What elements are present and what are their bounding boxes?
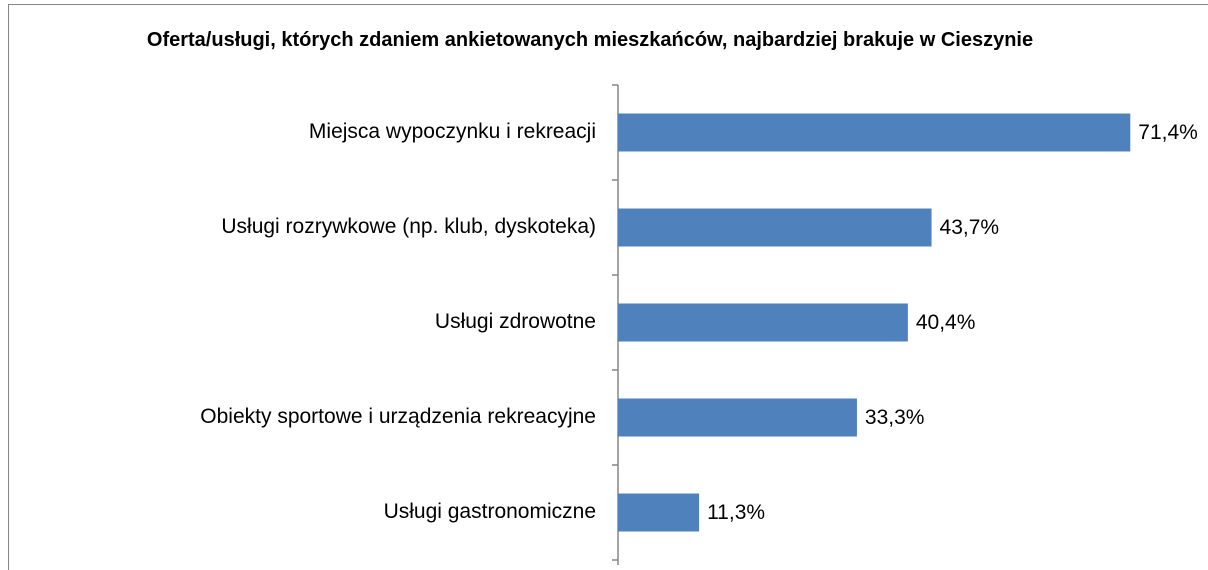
value-label: 43,7%: [940, 216, 1000, 239]
bar: [618, 113, 1131, 152]
bar: [618, 208, 932, 247]
frame: [8, 4, 1208, 570]
category-label: Usługi zdrowotne: [435, 310, 596, 333]
category-label: Usługi gastronomiczne: [384, 500, 596, 523]
bar: [618, 398, 857, 437]
value-label: 71,4%: [1138, 121, 1198, 144]
category-label: Obiekty sportowe i urządzenia rekreacyjn…: [200, 405, 596, 428]
chart-title: Oferta/usługi, których zdaniem ankietowa…: [146, 29, 1034, 51]
value-label: 40,4%: [916, 311, 976, 334]
value-label: 33,3%: [865, 406, 925, 429]
bar: [618, 303, 908, 342]
bar: [618, 493, 700, 532]
category-label: Miejsca wypoczynku i rekreacji: [309, 120, 596, 143]
value-label: 11,3%: [707, 501, 765, 524]
category-label: Usługi rozrywkowe (np. klub, dyskoteka): [221, 215, 596, 238]
